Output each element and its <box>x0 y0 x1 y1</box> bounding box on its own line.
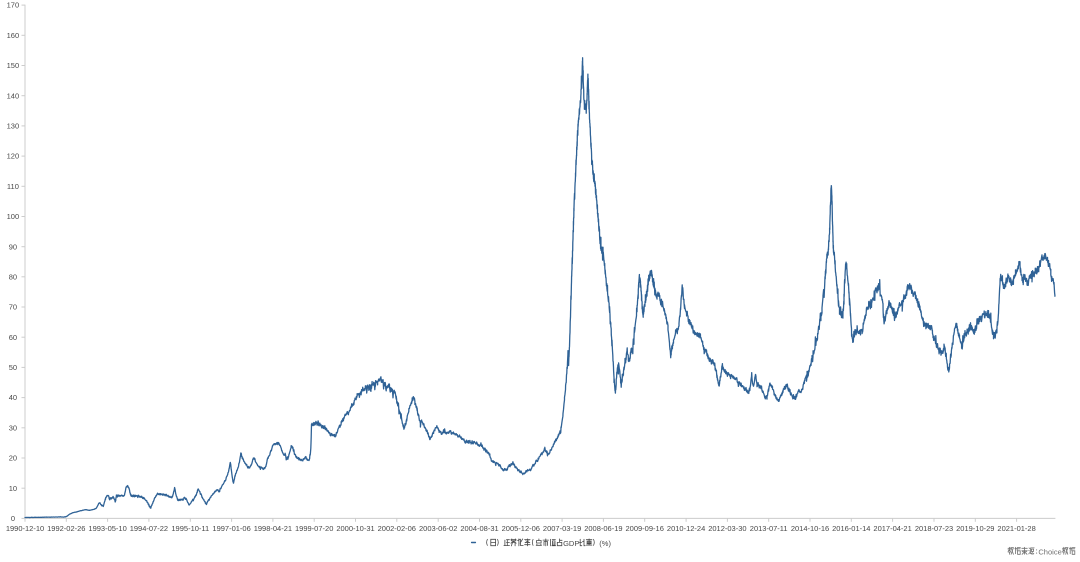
svg-text:2009-09-16: 2009-09-16 <box>626 524 664 533</box>
svg-text:2000-10-31: 2000-10-31 <box>336 524 374 533</box>
svg-text:1993-05-10: 1993-05-10 <box>88 524 126 533</box>
svg-text:160: 160 <box>7 31 20 40</box>
svg-text:30: 30 <box>9 423 17 432</box>
svg-text:120: 120 <box>7 152 20 161</box>
svg-text:60: 60 <box>9 333 17 342</box>
svg-text:Choice: Choice <box>1038 547 1061 556</box>
svg-text:1998-04-21: 1998-04-21 <box>254 524 292 533</box>
svg-text:150: 150 <box>7 61 20 70</box>
svg-text:2005-12-06: 2005-12-06 <box>502 524 540 533</box>
svg-text:1994-07-22: 1994-07-22 <box>130 524 168 533</box>
svg-text:0: 0 <box>11 514 15 523</box>
svg-text:1997-01-06: 1997-01-06 <box>212 524 250 533</box>
svg-text:2019-10-29: 2019-10-29 <box>956 524 994 533</box>
svg-text:1995-10-11: 1995-10-11 <box>171 524 209 533</box>
svg-text:2018-07-23: 2018-07-23 <box>915 524 953 533</box>
svg-text:2002-02-06: 2002-02-06 <box>378 524 416 533</box>
svg-text:2021-01-28: 2021-01-28 <box>997 524 1035 533</box>
svg-text:110: 110 <box>7 182 19 191</box>
svg-text:130: 130 <box>7 122 20 131</box>
svg-text:140: 140 <box>7 91 20 100</box>
svg-text:2004-08-31: 2004-08-31 <box>460 524 498 533</box>
svg-text:2014-10-16: 2014-10-16 <box>791 524 829 533</box>
svg-text:1992-02-26: 1992-02-26 <box>47 524 85 533</box>
svg-text:2008-06-19: 2008-06-19 <box>584 524 622 533</box>
svg-text:10: 10 <box>9 484 17 493</box>
svg-text:1990-12-10: 1990-12-10 <box>6 524 44 533</box>
svg-text:2016-01-14: 2016-01-14 <box>832 524 870 533</box>
svg-text:170: 170 <box>7 1 20 10</box>
svg-text:2013-07-11: 2013-07-11 <box>750 524 788 533</box>
svg-text:2003-06-02: 2003-06-02 <box>419 524 457 533</box>
svg-text:100: 100 <box>7 212 20 221</box>
svg-text:80: 80 <box>9 272 17 281</box>
svg-text:2017-04-21: 2017-04-21 <box>873 524 911 533</box>
svg-text:1999-07-20: 1999-07-20 <box>295 524 333 533</box>
svg-text:2012-03-30: 2012-03-30 <box>708 524 746 533</box>
svg-text:90: 90 <box>9 242 17 251</box>
svg-text:50: 50 <box>9 363 17 372</box>
svg-text:(%): (%) <box>599 539 611 548</box>
svg-text:GDP: GDP <box>563 539 579 548</box>
svg-text:2007-03-19: 2007-03-19 <box>543 524 581 533</box>
svg-text:40: 40 <box>9 393 17 402</box>
svg-text:2010-12-24: 2010-12-24 <box>667 524 705 533</box>
svg-text:20: 20 <box>9 454 17 463</box>
svg-text:70: 70 <box>9 303 17 312</box>
